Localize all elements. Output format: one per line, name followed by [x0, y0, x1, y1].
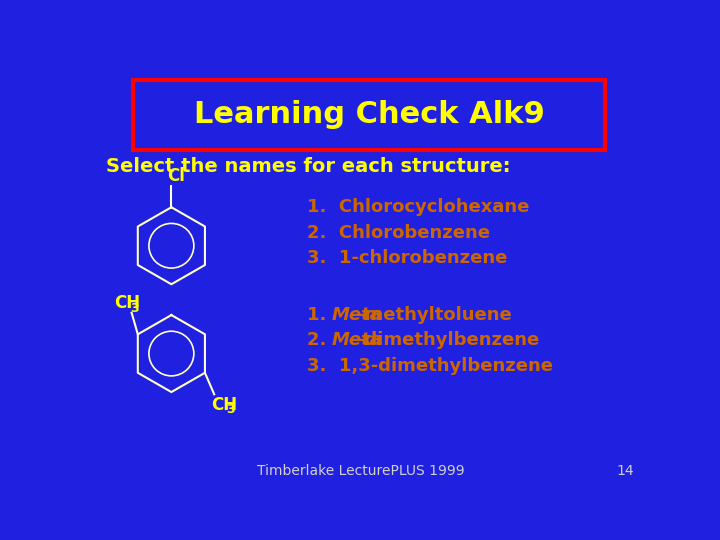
Text: CH: CH — [211, 396, 238, 414]
Text: -dimethylbenzene: -dimethylbenzene — [357, 332, 539, 349]
Text: 14: 14 — [616, 463, 634, 477]
Text: Meta: Meta — [332, 306, 383, 324]
FancyBboxPatch shape — [132, 80, 606, 150]
Text: -methyltoluene: -methyltoluene — [357, 306, 512, 324]
Text: Learning Check Alk9: Learning Check Alk9 — [194, 100, 544, 130]
Text: 1.: 1. — [307, 306, 339, 324]
Text: 3: 3 — [130, 302, 139, 315]
Text: 2.  Chlorobenzene: 2. Chlorobenzene — [307, 224, 490, 242]
Text: 1.  Chlorocyclohexane: 1. Chlorocyclohexane — [307, 198, 529, 216]
Text: 3.  1,3-dimethylbenzene: 3. 1,3-dimethylbenzene — [307, 357, 553, 375]
Text: 3.  1-chlorobenzene: 3. 1-chlorobenzene — [307, 249, 508, 267]
Text: CH: CH — [114, 294, 140, 313]
Text: Cl: Cl — [168, 167, 185, 185]
Text: Timberlake LecturePLUS 1999: Timberlake LecturePLUS 1999 — [258, 463, 465, 477]
Text: Select the names for each structure:: Select the names for each structure: — [106, 157, 510, 176]
Text: 2.: 2. — [307, 332, 339, 349]
Text: 3: 3 — [227, 403, 235, 416]
Text: Meta: Meta — [332, 332, 383, 349]
